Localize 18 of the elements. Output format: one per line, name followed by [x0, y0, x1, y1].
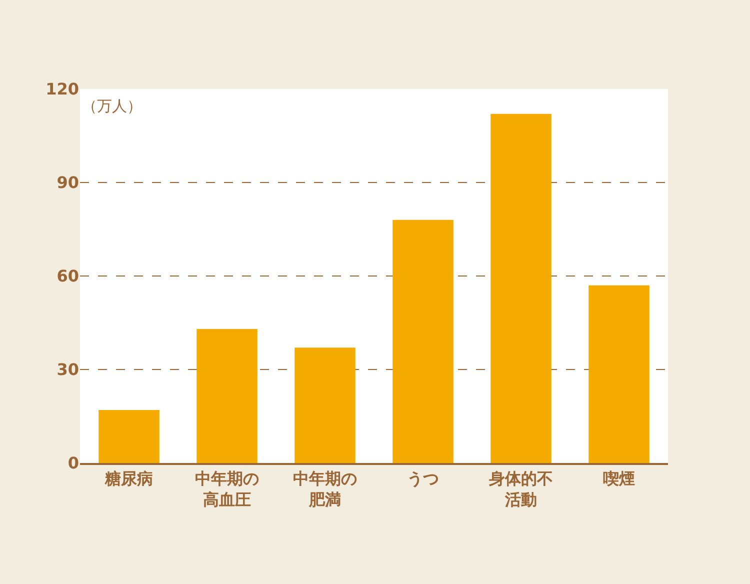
x-tick-label: 糖尿病 [104, 469, 153, 488]
bar [588, 285, 650, 463]
x-tick-label: 喫煙 [603, 469, 635, 488]
x-tick-label: 身体的不活動 [488, 469, 553, 509]
y-tick-label: 60 [56, 266, 79, 286]
bar [294, 348, 356, 463]
y-tick-label: 90 [56, 173, 79, 192]
y-tick-label: 0 [68, 454, 79, 473]
x-tick-label: 中年期の肥満 [293, 469, 357, 509]
x-tick-label: 中年期の高血圧 [195, 469, 259, 509]
y-tick-label: 120 [46, 80, 79, 99]
bar [392, 220, 454, 463]
bar [196, 328, 258, 463]
bar [98, 410, 160, 463]
y-axis-title: （万人） [82, 97, 142, 115]
y-tick-label: 30 [56, 360, 79, 380]
bar [490, 114, 552, 463]
x-tick-label: うつ [407, 469, 439, 488]
